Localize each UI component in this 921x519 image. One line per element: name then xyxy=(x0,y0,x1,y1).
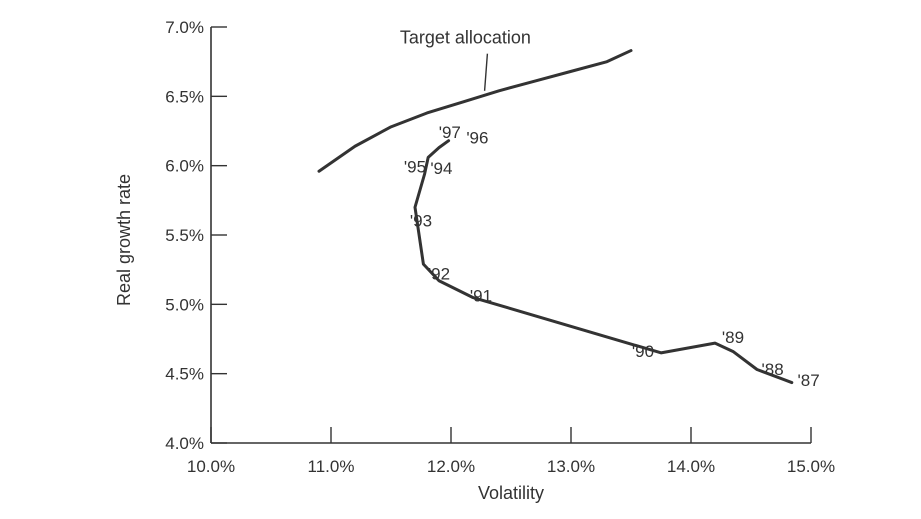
x-tick-label-0: 10.0% xyxy=(187,457,235,476)
ticks-group: 10.0% 11.0% 12.0% 13.0% 14.0% 15.0% 4.0% 4.5% 5.… xyxy=(165,18,835,476)
x-tick-label-3: 13.0% xyxy=(547,457,595,476)
axes-group xyxy=(210,27,811,444)
point-label-9: '97 xyxy=(439,123,461,142)
y-tick-label-3: 5.5% xyxy=(165,226,204,245)
x-tick-label-5: 15.0% xyxy=(787,457,835,476)
x-tick-label-1: 11.0% xyxy=(308,457,355,476)
point-label-6: '93 xyxy=(410,212,432,231)
series-line-0 xyxy=(317,49,633,173)
annotations-group: Target allocation xyxy=(400,28,531,91)
y-axis-title: Real growth rate xyxy=(114,174,134,306)
annotation-leader-0 xyxy=(483,53,489,91)
annotation-text-0: Target allocation xyxy=(400,28,531,48)
labels-group: '87 '88 '89 '90 '91 '92 '93 '94'95 '97 '96 xyxy=(404,123,820,390)
point-label-1: '88 xyxy=(762,360,784,379)
point-label-4: '91 xyxy=(470,287,492,306)
y-tick-label-2: 5.0% xyxy=(165,295,204,314)
y-tick-label-0: 4.0% xyxy=(165,434,204,453)
point-label-0: '87 xyxy=(798,371,820,390)
y-tick-label-6: 7.0% xyxy=(165,18,204,37)
y-tick-label-4: 6.0% xyxy=(165,157,204,176)
point-label-8: '95 xyxy=(404,158,426,177)
series-group xyxy=(317,49,794,385)
series-line-1 xyxy=(413,139,794,385)
x-axis-title: Volatility xyxy=(478,483,544,503)
point-label-7: '94 xyxy=(430,159,452,178)
y-tick-label-5: 6.5% xyxy=(165,87,204,106)
x-tick-label-4: 14.0% xyxy=(667,457,715,476)
y-tick-label-1: 4.5% xyxy=(165,365,204,384)
point-label-2: '89 xyxy=(722,328,744,347)
point-label-5: '92 xyxy=(428,264,450,283)
point-label-3: '90 xyxy=(632,342,654,361)
x-tick-label-2: 12.0% xyxy=(427,457,475,476)
point-label-10: '96 xyxy=(466,128,488,147)
